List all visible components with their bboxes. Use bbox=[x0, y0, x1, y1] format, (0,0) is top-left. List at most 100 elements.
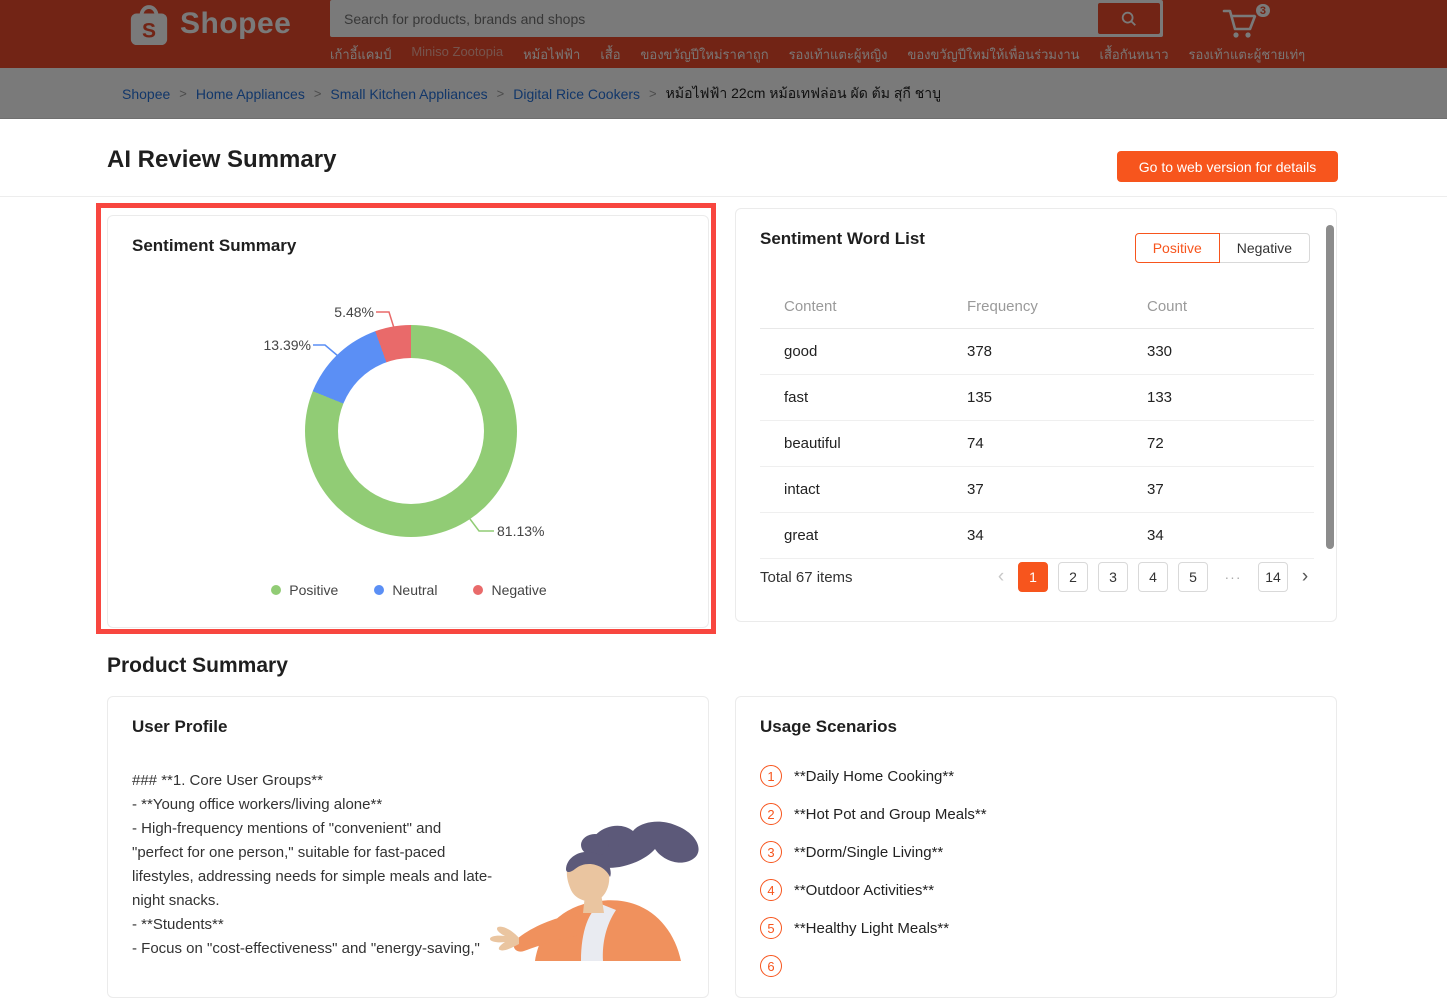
page-button-2[interactable]: 2 bbox=[1058, 562, 1088, 592]
breadcrumb: Shopee > Home Appliances > Small Kitchen App… bbox=[122, 68, 941, 119]
wordlist-header-row: Content Frequency Count bbox=[760, 285, 1314, 329]
callout-neutral: 13.39% bbox=[263, 337, 311, 353]
page-button-14[interactable]: 14 bbox=[1258, 562, 1288, 592]
search-icon bbox=[1121, 11, 1136, 26]
nav-item[interactable]: เสื้อกันหนาว bbox=[1099, 47, 1169, 62]
cart-icon bbox=[1222, 9, 1257, 38]
profile-line: night snacks. bbox=[132, 892, 220, 909]
shopee-logo[interactable]: S Shopee bbox=[128, 0, 291, 48]
page-button-4[interactable]: 4 bbox=[1138, 562, 1168, 592]
table-row[interactable]: great 34 34 bbox=[760, 513, 1314, 559]
scenario-label: **Outdoor Activities** bbox=[794, 881, 935, 899]
header-nav: เก้าอี้แคมป์ Miniso Zootopia หม้อไฟฟ้า เสื้… bbox=[330, 44, 1380, 65]
leader-negative bbox=[376, 311, 395, 329]
go-to-web-version-button[interactable]: Go to web version for details bbox=[1117, 151, 1338, 182]
sentiment-toggle: Positive Negative bbox=[1134, 233, 1310, 263]
nav-item[interactable]: รองเท้าแตะผู้หญิง bbox=[788, 47, 888, 62]
nav-item[interactable]: ของขวัญปีใหม่ราคาถูก bbox=[640, 47, 769, 62]
page-button-1[interactable]: 1 bbox=[1018, 562, 1048, 592]
cell-frequency: 135 bbox=[967, 389, 993, 406]
scenario-number: 3 bbox=[760, 841, 782, 863]
breadcrumb-link[interactable]: Digital Rice Cookers bbox=[513, 85, 641, 102]
legend-dot bbox=[473, 585, 484, 595]
word-list-title: Sentiment Word List bbox=[760, 229, 925, 248]
cart-count-badge: 3 bbox=[1253, 2, 1272, 19]
nav-item[interactable]: ของขวัญปีใหม่ให้เพื่อนร่วมงาน bbox=[907, 47, 1080, 62]
nav-item[interactable]: รองเท้าแตะผู้ชายเท่ๆ bbox=[1188, 47, 1306, 62]
cart-button[interactable]: 3 bbox=[1222, 2, 1272, 45]
cell-content: good bbox=[784, 343, 818, 360]
callout-negative: 5.48% bbox=[334, 304, 374, 320]
toggle-negative[interactable]: Negative bbox=[1218, 233, 1310, 263]
breadcrumb-current: หม้อไฟฟ้า 22cm หม้อเทฟล่อน ผัด ต้ม สุกี … bbox=[665, 84, 942, 101]
cell-frequency: 37 bbox=[967, 481, 984, 498]
sentiment-summary-title: Sentiment Summary bbox=[132, 236, 297, 255]
donut-hole bbox=[338, 358, 484, 504]
scenario-item: 1 **Daily Home Cooking** bbox=[760, 765, 987, 787]
table-row[interactable]: beautiful 74 72 bbox=[760, 421, 1314, 467]
product-summary-title: Product Summary bbox=[107, 654, 288, 677]
profile-line: ### **1. Core User Groups** bbox=[132, 772, 323, 789]
toggle-positive[interactable]: Positive bbox=[1134, 233, 1220, 263]
callout-positive: 81.13% bbox=[497, 523, 545, 539]
cell-frequency: 378 bbox=[967, 343, 993, 360]
scenario-label: **Dorm/Single Living** bbox=[794, 843, 944, 861]
sentiment-word-list-card: Sentiment Word List Positive Negative Con… bbox=[735, 208, 1337, 622]
breadcrumb-link[interactable]: Small Kitchen Appliances bbox=[330, 85, 488, 102]
divider bbox=[0, 196, 1447, 197]
search-input[interactable] bbox=[330, 0, 1163, 37]
profile-line: - Focus on "cost-effectiveness" and "ene… bbox=[132, 940, 480, 957]
table-row[interactable]: intact 37 37 bbox=[760, 467, 1314, 513]
cell-count: 72 bbox=[1147, 435, 1164, 452]
table-row[interactable]: fast 135 133 bbox=[760, 375, 1314, 421]
legend-item[interactable]: Negative bbox=[473, 582, 547, 598]
cell-count: 330 bbox=[1147, 343, 1173, 360]
word-list-table: Content Frequency Count good 378 330 fast 135 1… bbox=[760, 285, 1314, 559]
nav-item[interactable]: เก้าอี้แคมป์ bbox=[330, 47, 392, 62]
table-row[interactable]: good 378 330 bbox=[760, 329, 1314, 375]
page-prev[interactable]: ‹ bbox=[994, 562, 1008, 592]
page-ellipsis: ··· bbox=[1218, 562, 1248, 592]
breadcrumb-bar: Shopee > Home Appliances > Small Kitchen App… bbox=[0, 68, 1447, 119]
nav-item[interactable]: เสื้อ bbox=[600, 47, 621, 62]
shopee-bag-icon: S bbox=[130, 5, 168, 45]
scenario-item: 5 **Healthy Light Meals** bbox=[760, 917, 987, 939]
legend-item[interactable]: Positive bbox=[271, 582, 338, 598]
column-header: Content bbox=[784, 298, 837, 315]
page-title: AI Review Summary bbox=[107, 146, 337, 173]
scrollbar-thumb[interactable] bbox=[1326, 225, 1334, 549]
legend-item[interactable]: Neutral bbox=[374, 582, 437, 598]
scenario-label: **Daily Home Cooking** bbox=[794, 767, 955, 785]
scenario-item: 2 **Hot Pot and Group Meals** bbox=[760, 803, 987, 825]
legend-label: Negative bbox=[491, 582, 547, 598]
profile-line: - High-frequency mentions of "convenient… bbox=[132, 820, 442, 837]
scenario-number: 5 bbox=[760, 917, 782, 939]
scenario-number: 2 bbox=[760, 803, 782, 825]
column-header: Count bbox=[1147, 298, 1188, 315]
search-button[interactable] bbox=[1098, 3, 1160, 34]
breadcrumb-link[interactable]: Shopee bbox=[122, 85, 171, 102]
donut-chart[interactable] bbox=[305, 325, 517, 537]
cell-count: 133 bbox=[1147, 389, 1173, 406]
page-button-5[interactable]: 5 bbox=[1178, 562, 1208, 592]
scenario-label: **Healthy Light Meals** bbox=[794, 919, 950, 937]
sentiment-summary-card: Sentiment Summary 5.48% 13.39% 81.13% Po… bbox=[107, 215, 709, 628]
page-button-3[interactable]: 3 bbox=[1098, 562, 1128, 592]
word-list-footer: Total 67 items ‹ 1 2 3 4 5 ··· 14 › bbox=[760, 555, 1312, 599]
profile-line: lifestyles, addressing needs for simple … bbox=[132, 868, 493, 885]
breadcrumb-link[interactable]: Home Appliances bbox=[195, 85, 305, 102]
nav-item[interactable]: หม้อไฟฟ้า bbox=[523, 47, 581, 62]
cell-count: 34 bbox=[1147, 527, 1164, 544]
user-profile-illustration bbox=[490, 821, 699, 961]
scenario-item: 6 bbox=[760, 955, 987, 977]
legend-dot bbox=[374, 585, 385, 595]
page-next[interactable]: › bbox=[1298, 562, 1312, 592]
scenario-number: 1 bbox=[760, 765, 782, 787]
nav-item[interactable]: Miniso Zootopia bbox=[411, 44, 504, 59]
wordlist-body: good 378 330 fast 135 133 beautiful 74 72 intact 3… bbox=[760, 329, 1314, 559]
legend-dot bbox=[271, 585, 282, 595]
legend-label: Positive bbox=[289, 582, 339, 598]
profile-line: - **Students** bbox=[132, 916, 224, 933]
scenario-list: 1 **Daily Home Cooking** 2 **Hot Pot and Gr… bbox=[760, 765, 987, 993]
scenario-item: 4 **Outdoor Activities** bbox=[760, 879, 987, 901]
